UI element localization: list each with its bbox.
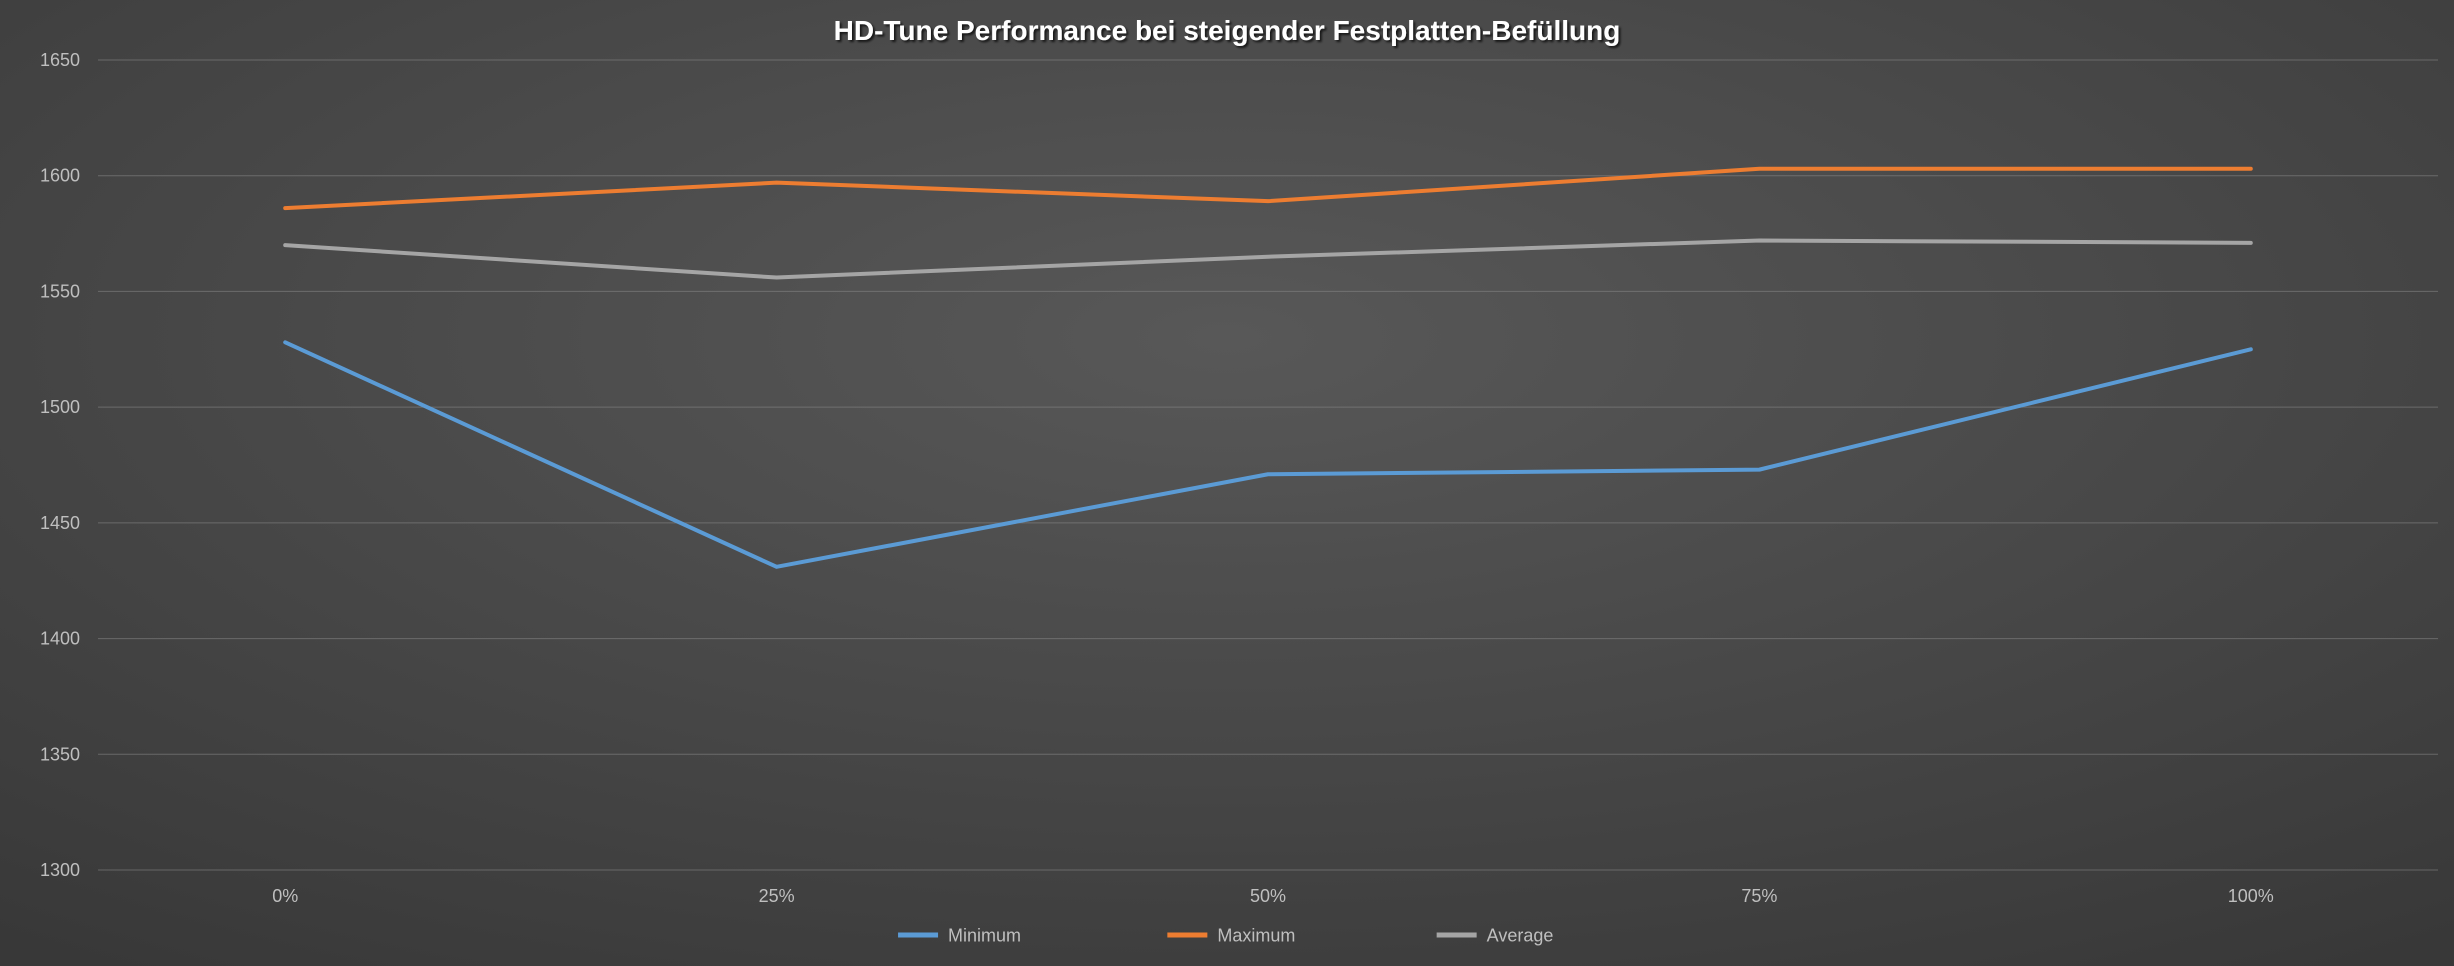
y-tick-label: 1300: [40, 860, 80, 880]
y-tick-label: 1650: [40, 50, 80, 70]
x-tick-label: 25%: [759, 886, 795, 906]
x-tick-label: 50%: [1250, 886, 1286, 906]
legend-label: Minimum: [948, 925, 1021, 945]
legend-label: Average: [1487, 925, 1554, 945]
x-tick-label: 100%: [2228, 886, 2274, 906]
x-tick-label: 0%: [272, 886, 298, 906]
y-tick-label: 1500: [40, 397, 80, 417]
y-tick-label: 1350: [40, 744, 80, 764]
performance-line-chart: 1300 1350 1400 1450 1500 1550 1600 1650 0% 25% 50%…: [0, 0, 2454, 966]
y-tick-label: 1600: [40, 166, 80, 186]
y-tick-label: 1400: [40, 629, 80, 649]
legend-label: Maximum: [1217, 925, 1295, 945]
chart-title: HD-Tune Performance bei steigender Festp…: [834, 15, 1621, 46]
y-tick-label: 1550: [40, 281, 80, 301]
y-tick-label: 1450: [40, 513, 80, 533]
x-tick-label: 75%: [1741, 886, 1777, 906]
